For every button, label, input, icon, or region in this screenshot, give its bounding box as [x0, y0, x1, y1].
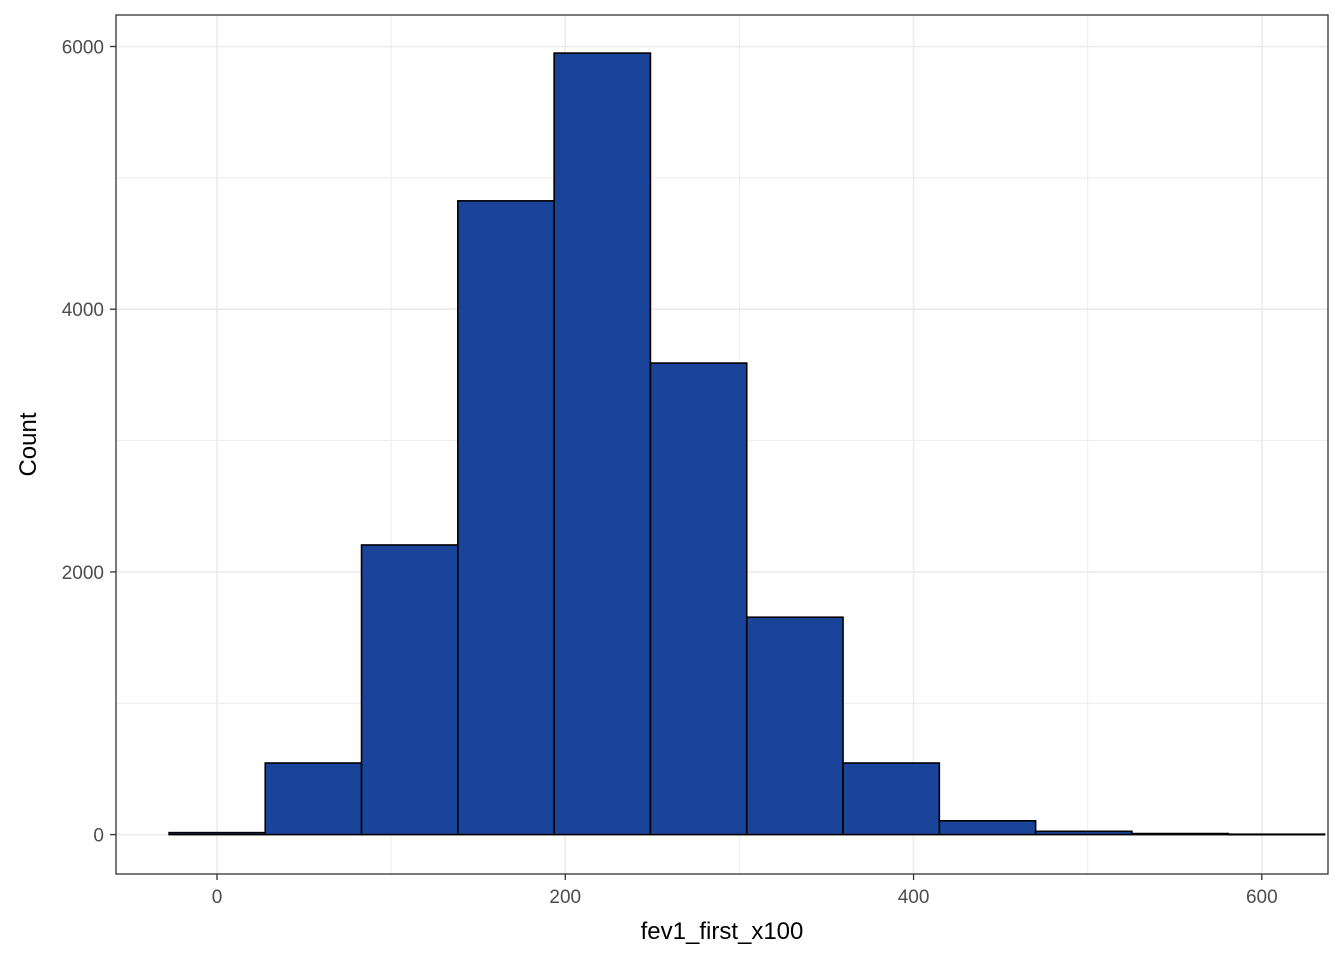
histogram-bar [168, 831, 267, 836]
histogram-bar [1227, 833, 1326, 836]
histogram-bar [360, 544, 459, 836]
y-tick-label: 4000 [62, 300, 104, 321]
histogram-bar [745, 616, 844, 836]
histogram-bars [168, 52, 1326, 836]
plot-panel-border [115, 14, 1329, 875]
histogram-bar [842, 762, 941, 836]
histogram-bar [457, 200, 555, 836]
histogram-bar [649, 362, 748, 836]
x-tick-label: 200 [549, 887, 581, 908]
histogram-bar [1034, 830, 1133, 836]
histogram-bar [938, 820, 1037, 836]
y-axis-title: Count [15, 412, 42, 476]
x-tick-label: 600 [1246, 887, 1278, 908]
histogram-bar [553, 52, 652, 836]
histogram-bar [1131, 832, 1230, 836]
y-tick-label: 2000 [62, 563, 104, 584]
x-axis-title: fev1_first_x100 [641, 918, 804, 945]
y-tick-label: 0 [93, 826, 104, 847]
y-tick-label: 6000 [62, 38, 104, 59]
y-axis-ticks: 0 2000 4000 6000 [62, 38, 116, 847]
histogram-bar [264, 762, 363, 836]
x-tick-label: 400 [898, 887, 930, 908]
x-axis-ticks: 0 200 400 600 [212, 874, 1278, 908]
x-tick-label: 0 [212, 887, 223, 908]
